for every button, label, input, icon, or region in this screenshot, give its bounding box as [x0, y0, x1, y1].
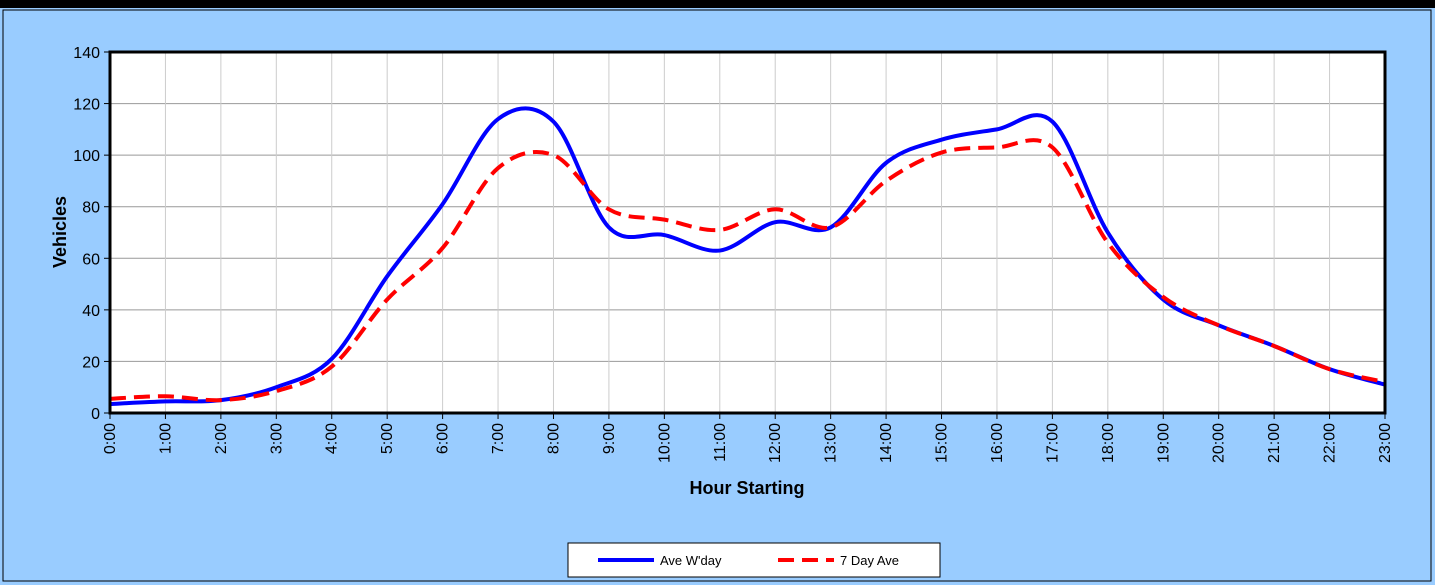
- x-tick-label: 17:00: [1044, 423, 1061, 463]
- series-line: [109, 138, 1386, 403]
- y-tick-label: 140: [73, 45, 100, 62]
- y-tick-label: 60: [82, 251, 100, 268]
- legend-label: Ave W'day: [660, 553, 722, 568]
- x-tick-label: 8:00: [545, 423, 562, 454]
- x-tick-label: 19:00: [1155, 423, 1172, 463]
- legend-label: 7 Day Ave: [840, 553, 899, 568]
- x-tick-label: 18:00: [1100, 423, 1117, 463]
- x-tick-label: 12:00: [767, 423, 784, 463]
- x-tick-label: 9:00: [601, 423, 618, 454]
- y-tick-label: 40: [82, 303, 100, 320]
- x-tick-label: 2:00: [213, 423, 230, 454]
- plot-area: [110, 52, 1385, 413]
- legend: Ave W'day 7 Day Ave: [598, 553, 899, 568]
- x-tick-label: 14:00: [878, 423, 895, 463]
- x-tick-label: 20:00: [1211, 423, 1228, 463]
- x-tick-label: 0:00: [102, 423, 119, 454]
- x-tick-label: 11:00: [712, 423, 729, 462]
- x-tick-label: 6:00: [435, 423, 452, 454]
- x-tick-label: 22:00: [1322, 423, 1339, 463]
- x-tick-label: 15:00: [934, 423, 951, 463]
- y-tick-label: 120: [73, 97, 100, 114]
- x-axis-title: Hour Starting: [690, 478, 805, 498]
- x-tick-label: 21:00: [1266, 423, 1283, 463]
- y-tick-label: 0: [91, 406, 100, 423]
- lines: [109, 106, 1386, 406]
- x-tick-label: 7:00: [490, 423, 507, 454]
- x-tick-label: 16:00: [989, 423, 1006, 463]
- y-axis-title: Vehicles: [50, 196, 70, 268]
- x-tick-label: 23:00: [1377, 423, 1394, 463]
- chart-border: [2, 9, 1432, 582]
- y-tick-label: 20: [82, 354, 100, 371]
- plot-border: [108, 50, 1387, 415]
- y-tick-label: 80: [82, 200, 100, 217]
- x-tick-label: 10:00: [656, 423, 673, 463]
- x-tick-label: 13:00: [823, 423, 840, 463]
- x-tick-label: 3:00: [268, 423, 285, 454]
- x-tick-label: 4:00: [324, 423, 341, 454]
- y-tick-label: 100: [73, 148, 100, 165]
- x-tick-label: 5:00: [379, 423, 396, 454]
- x-tick-label: 1:00: [157, 423, 174, 454]
